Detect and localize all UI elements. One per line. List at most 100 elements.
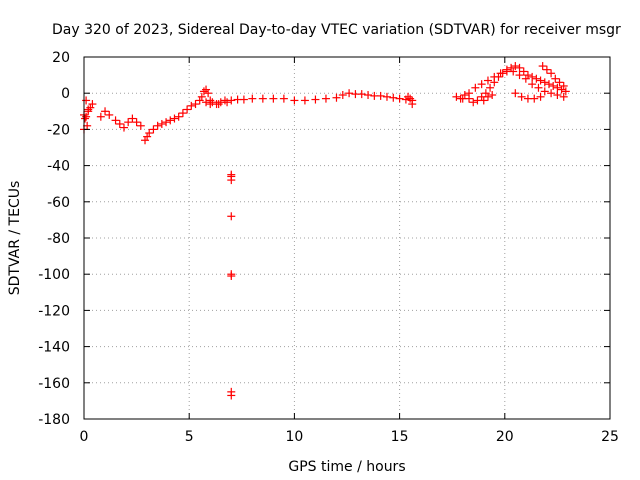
data-point	[202, 85, 211, 94]
y-axis-title: SDTVAR / TECUs	[7, 181, 23, 296]
data-point	[86, 103, 95, 112]
data-point	[559, 81, 568, 90]
data-point	[88, 100, 97, 109]
data-point	[111, 116, 120, 125]
data-point	[523, 71, 532, 80]
data-point	[404, 92, 413, 101]
y-tick-label: -20	[47, 122, 70, 138]
data-point	[544, 80, 553, 89]
data-point	[408, 100, 417, 109]
data-point	[553, 91, 562, 100]
x-tick-label: 15	[391, 429, 409, 445]
data-point	[507, 63, 516, 72]
data-point	[84, 105, 93, 114]
data-point	[153, 121, 162, 130]
x-axis-title: GPS time / hours	[288, 459, 405, 475]
data-point	[279, 94, 288, 103]
data-point	[542, 65, 551, 74]
data-point	[178, 109, 187, 118]
data-point	[206, 100, 215, 109]
data-point	[496, 69, 505, 78]
y-tick-label: -180	[38, 412, 70, 428]
data-point	[538, 62, 547, 71]
data-point	[357, 90, 366, 99]
data-point	[395, 94, 404, 103]
data-point	[521, 74, 530, 83]
data-point	[490, 72, 499, 81]
data-point	[227, 172, 236, 181]
data-point	[460, 91, 469, 100]
data-point	[479, 96, 488, 105]
data-point	[530, 94, 539, 103]
chart-title: Day 320 of 2023, Sidereal Day-to-day VTE…	[52, 22, 621, 38]
axis-ticks	[83, 56, 611, 420]
data-point	[465, 89, 474, 98]
data-point	[136, 121, 145, 130]
x-tick-label: 0	[80, 429, 89, 445]
grid-lines	[84, 57, 610, 419]
data-point	[536, 76, 545, 85]
data-point	[115, 119, 124, 128]
data-point	[202, 98, 211, 107]
data-point	[509, 67, 518, 76]
data-points	[80, 62, 570, 400]
y-tick-label: -120	[38, 303, 70, 319]
data-point	[227, 391, 236, 400]
data-point	[389, 93, 398, 102]
y-tick-label: 0	[61, 86, 70, 102]
y-tick-label: 20	[52, 50, 70, 66]
data-point	[119, 123, 128, 132]
plot-frame	[83, 56, 611, 420]
data-point	[128, 114, 137, 123]
y-tick-labels: 20 0 -20 -40 -60 -80 -100 -120 -140 -160 -180	[38, 50, 70, 428]
data-point	[515, 63, 524, 72]
data-point	[183, 105, 192, 114]
data-point	[540, 87, 549, 96]
data-point	[166, 116, 175, 125]
x-tick-labels: 0 5 10 15 20 25	[80, 429, 619, 445]
y-tick-label: -160	[38, 376, 70, 392]
data-point	[452, 92, 461, 101]
data-point	[364, 91, 373, 100]
data-point	[376, 91, 385, 100]
y-tick-label: -140	[38, 340, 70, 356]
data-point	[321, 94, 330, 103]
data-point	[199, 87, 208, 96]
data-point	[290, 96, 299, 105]
data-point	[311, 95, 320, 104]
x-tick-label: 20	[496, 429, 514, 445]
data-point	[145, 129, 154, 138]
data-point	[382, 92, 391, 101]
data-point	[149, 125, 158, 134]
data-point	[227, 272, 236, 281]
data-point	[143, 132, 152, 141]
data-point	[227, 96, 236, 105]
data-point	[536, 92, 545, 101]
data-point	[534, 83, 543, 92]
data-point	[82, 96, 91, 105]
data-point	[547, 69, 556, 78]
data-point	[187, 101, 196, 110]
data-point	[269, 94, 278, 103]
data-point	[540, 78, 549, 87]
data-point	[132, 118, 141, 127]
data-point	[227, 212, 236, 221]
data-point	[195, 96, 204, 105]
x-tick-label: 5	[185, 429, 194, 445]
data-point	[124, 118, 133, 127]
data-point	[557, 85, 566, 94]
data-point	[141, 136, 150, 145]
data-point	[223, 98, 232, 107]
data-point	[101, 107, 110, 116]
data-point	[471, 83, 480, 92]
data-point	[559, 92, 568, 101]
y-tick-label: -40	[47, 159, 70, 175]
data-point	[517, 92, 526, 101]
data-point	[204, 89, 213, 98]
data-point	[469, 98, 478, 107]
data-point	[528, 72, 537, 81]
data-point	[547, 89, 556, 98]
data-point	[96, 112, 105, 121]
data-point	[477, 80, 486, 89]
